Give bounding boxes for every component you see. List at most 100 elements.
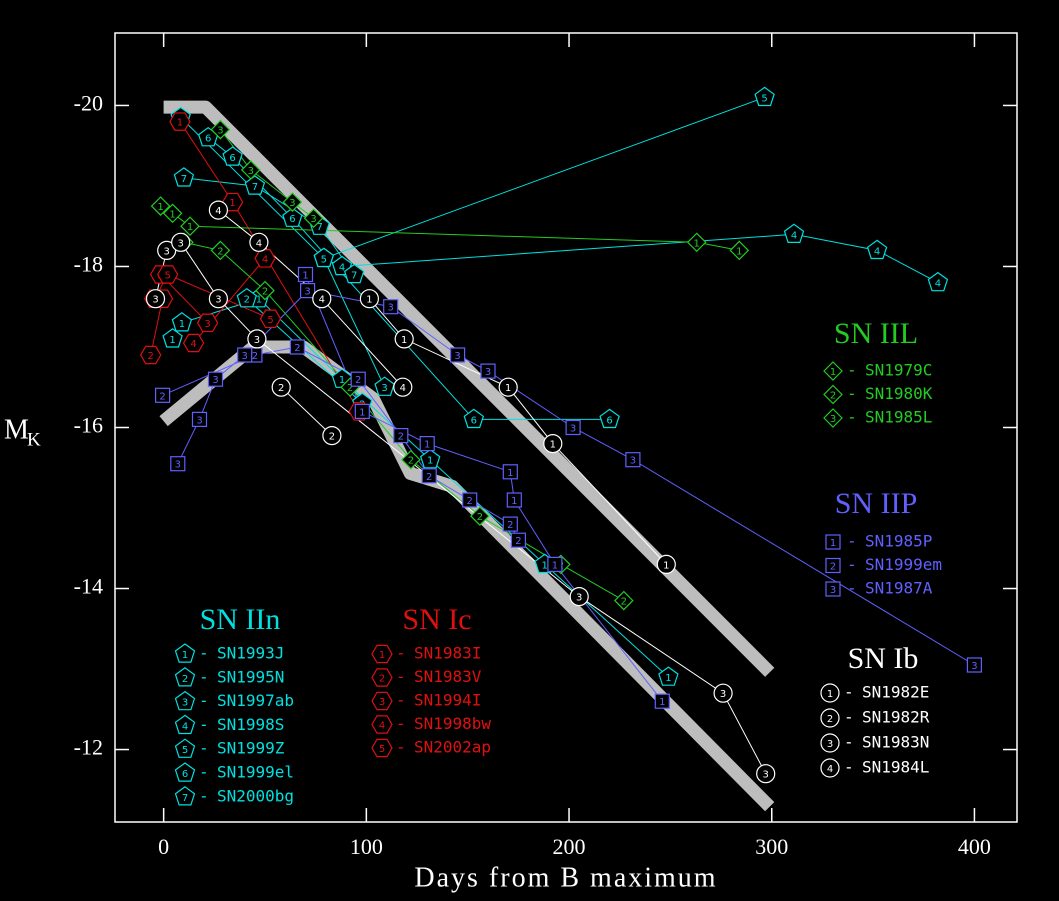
marker-shape bbox=[927, 271, 949, 292]
data-point: 4 bbox=[783, 223, 805, 243]
marker-label: 1 bbox=[507, 468, 513, 479]
marker-label: 3 bbox=[178, 238, 184, 249]
marker-label: 4 bbox=[190, 339, 196, 350]
legend-marker-label: 5 bbox=[379, 744, 385, 755]
data-point: 6 bbox=[599, 408, 620, 429]
marker-shape bbox=[174, 714, 196, 735]
data-point: 7 bbox=[244, 175, 266, 195]
legend-entry: SN1984L bbox=[862, 758, 929, 777]
marker-shape bbox=[354, 403, 370, 419]
marker-shape bbox=[282, 192, 303, 212]
marker-shape bbox=[174, 738, 196, 758]
legend-separator: - bbox=[396, 738, 406, 757]
legend-marker: 3 bbox=[825, 581, 841, 597]
marker-label: 6 bbox=[229, 153, 235, 164]
marker-label: 3 bbox=[971, 661, 977, 672]
marker-shape bbox=[174, 786, 196, 806]
template-band bbox=[163, 100, 775, 677]
data-point: 3 bbox=[247, 329, 267, 349]
data-point: 1 bbox=[419, 448, 441, 469]
marker-shape bbox=[174, 667, 196, 687]
legend-marker: 3 bbox=[371, 691, 393, 711]
marker-shape bbox=[343, 263, 365, 284]
data-point: 1 bbox=[150, 196, 171, 216]
data-point: 6 bbox=[282, 207, 303, 227]
data-point: 2 bbox=[470, 506, 490, 526]
legend-marker-label: 3 bbox=[830, 585, 836, 596]
marker-shape bbox=[180, 216, 200, 237]
marker-shape bbox=[820, 683, 840, 703]
marker-label: 2 bbox=[515, 536, 521, 547]
marker-shape bbox=[247, 329, 267, 349]
marker-label: 3 bbox=[381, 383, 387, 394]
marker-shape bbox=[569, 586, 589, 607]
legend-marker: 1 bbox=[823, 361, 843, 381]
marker-label: 1 bbox=[694, 238, 700, 249]
data-point: 2 bbox=[393, 428, 409, 444]
legend-entry: SN1982R bbox=[862, 708, 930, 727]
legend-entry: SN1982E bbox=[862, 683, 929, 702]
data-point: 3 bbox=[282, 192, 303, 212]
marker-shape bbox=[236, 287, 258, 308]
legend-separator: - bbox=[847, 408, 857, 427]
marker-label: 2 bbox=[398, 432, 404, 443]
data-point: 3 bbox=[625, 452, 641, 468]
marker-shape bbox=[463, 408, 485, 429]
marker-label: 3 bbox=[570, 424, 576, 435]
marker-shape bbox=[244, 175, 266, 195]
marker-label: 4 bbox=[400, 383, 406, 394]
marker-label: 5 bbox=[321, 254, 327, 265]
data-point: 4 bbox=[866, 239, 888, 260]
data-point: 2 bbox=[510, 532, 527, 548]
data-point: 1 bbox=[359, 289, 379, 309]
legend-entry: SN1994I bbox=[414, 691, 481, 710]
legend-marker: 2 bbox=[820, 708, 840, 728]
data-point: 3 bbox=[383, 299, 399, 315]
marker-shape bbox=[401, 449, 421, 470]
marker-label: 2 bbox=[355, 375, 361, 386]
marker-label: 3 bbox=[388, 303, 394, 314]
legend-marker-label: 6 bbox=[182, 769, 188, 780]
y-axis-title-subscript: K bbox=[27, 429, 43, 450]
marker-label: 1 bbox=[177, 118, 183, 129]
marker-label: 1 bbox=[550, 440, 556, 451]
legend-entry: SN2000bg bbox=[217, 786, 294, 805]
marker-shape bbox=[470, 506, 490, 526]
legend-marker-label: 2 bbox=[830, 562, 836, 573]
marker-label: 1 bbox=[511, 496, 517, 507]
marker-shape bbox=[502, 516, 518, 532]
legend-entry: SN1999Z bbox=[217, 739, 285, 758]
marker-shape bbox=[322, 426, 342, 446]
marker-label: 4 bbox=[339, 263, 345, 274]
marker-shape bbox=[174, 690, 196, 711]
marker-label: 2 bbox=[426, 472, 432, 483]
marker-shape bbox=[823, 361, 843, 381]
marker-shape bbox=[820, 733, 840, 753]
legend-entry: SN1997ab bbox=[217, 691, 294, 710]
legend-separator: - bbox=[199, 786, 209, 805]
marker-shape bbox=[237, 347, 253, 363]
marker-shape bbox=[374, 376, 395, 396]
marker-shape bbox=[371, 715, 393, 734]
marker-shape bbox=[169, 112, 191, 131]
legend-marker-label: 3 bbox=[379, 697, 385, 708]
data-point: 3 bbox=[565, 419, 581, 436]
data-point: 2 bbox=[271, 377, 291, 397]
data-point: 3 bbox=[207, 371, 224, 387]
x-tick-label: 400 bbox=[958, 834, 991, 859]
marker-label: 3 bbox=[242, 351, 248, 362]
marker-shape bbox=[866, 239, 888, 260]
marker-shape bbox=[249, 232, 269, 252]
data-point: 1 bbox=[506, 492, 522, 508]
data-point: 1 bbox=[658, 666, 679, 686]
legend-entry: SN1998S bbox=[217, 715, 284, 734]
data-point: 1 bbox=[686, 232, 707, 253]
marker-label: 2 bbox=[262, 287, 268, 298]
data-point: 1 bbox=[169, 112, 191, 131]
legend-marker: 1 bbox=[174, 643, 196, 663]
legend-separator: - bbox=[199, 763, 209, 782]
marker-label: 5 bbox=[165, 271, 171, 282]
data-point: 4 bbox=[249, 232, 269, 252]
marker-shape bbox=[825, 557, 841, 574]
x-tick-label: 300 bbox=[755, 834, 788, 859]
